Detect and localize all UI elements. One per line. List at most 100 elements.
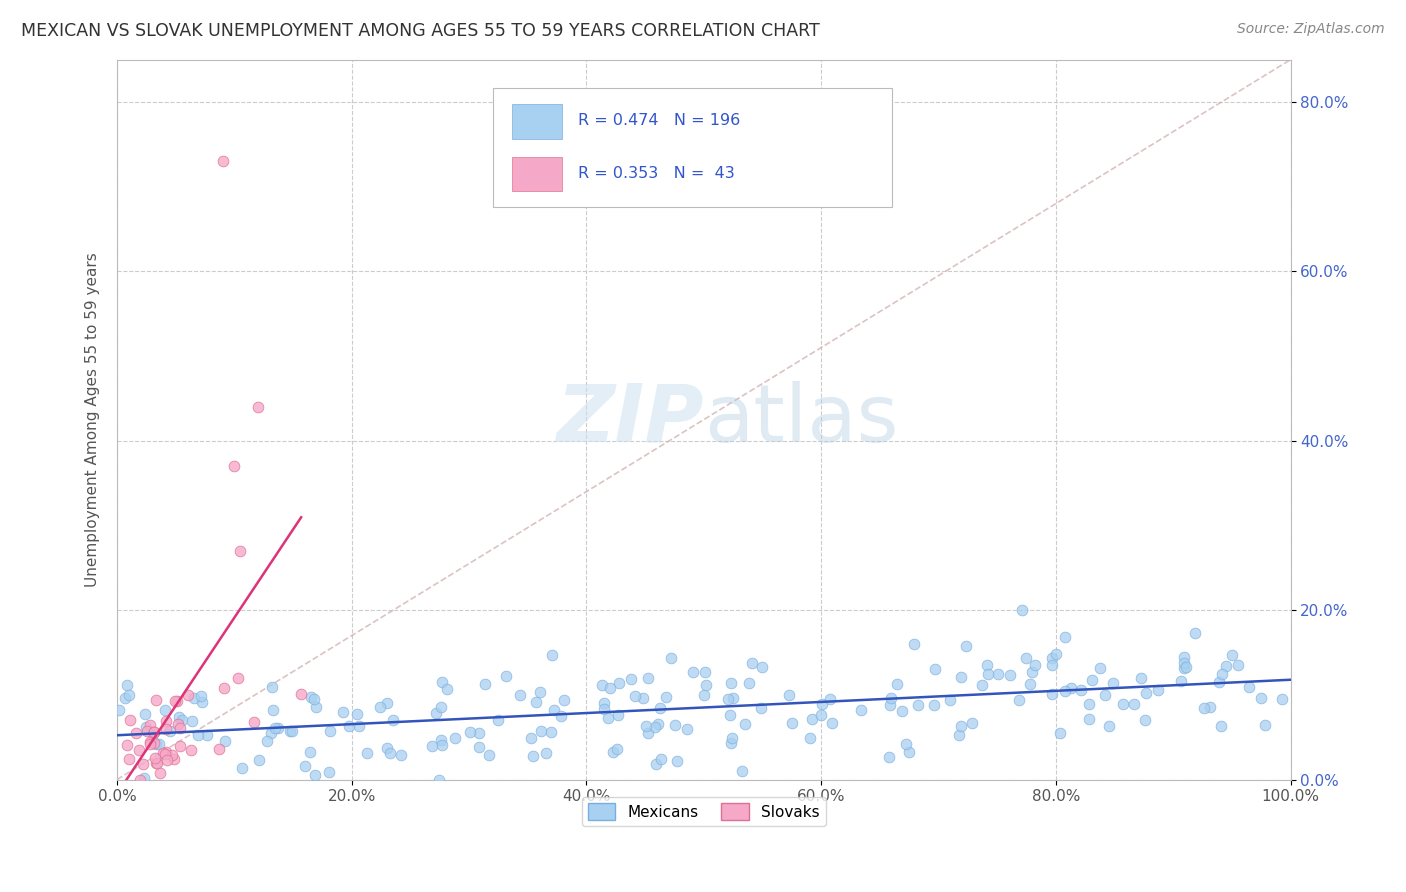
- Point: [143, 751, 166, 765]
- Point: [620, 672, 643, 686]
- Legend: Mexicans, Slovaks: Mexicans, Slovaks: [582, 797, 825, 826]
- Point: [430, 675, 453, 690]
- Point: [156, 753, 179, 767]
- Point: [378, 746, 401, 760]
- Point: [524, 695, 547, 709]
- Point: [693, 665, 716, 680]
- Point: [624, 690, 647, 704]
- Point: [780, 716, 803, 731]
- Text: MEXICAN VS SLOVAK UNEMPLOYMENT AMONG AGES 55 TO 59 YEARS CORRELATION CHART: MEXICAN VS SLOVAK UNEMPLOYMENT AMONG AGE…: [21, 22, 820, 40]
- Point: [262, 704, 284, 718]
- FancyBboxPatch shape: [512, 157, 562, 192]
- Point: [152, 746, 174, 760]
- Point: [135, 720, 157, 734]
- Point: [550, 709, 572, 723]
- Point: [799, 731, 821, 745]
- Point: [304, 692, 326, 706]
- Point: [924, 662, 946, 676]
- Point: [290, 687, 312, 701]
- Point: [135, 723, 157, 738]
- Point: [1054, 684, 1077, 698]
- Point: [1122, 698, 1144, 712]
- Point: [879, 691, 901, 706]
- Point: [810, 707, 832, 722]
- Point: [381, 713, 404, 727]
- Point: [650, 701, 672, 715]
- Point: [190, 695, 212, 709]
- Point: [721, 690, 744, 705]
- Point: [190, 690, 212, 704]
- Point: [114, 690, 136, 705]
- Point: [120, 713, 142, 727]
- Point: [955, 639, 977, 653]
- Point: [720, 676, 742, 690]
- Point: [1174, 660, 1197, 674]
- Point: [659, 651, 682, 665]
- Point: [115, 678, 138, 692]
- Point: [128, 743, 150, 757]
- Point: [166, 694, 188, 708]
- Point: [922, 698, 945, 713]
- Text: atlas: atlas: [704, 381, 898, 458]
- Point: [987, 667, 1010, 681]
- Point: [593, 696, 616, 710]
- Point: [155, 714, 177, 728]
- Point: [166, 717, 188, 731]
- Point: [1019, 676, 1042, 690]
- Point: [1147, 682, 1170, 697]
- Point: [903, 637, 925, 651]
- Text: ZIP: ZIP: [557, 381, 704, 458]
- Point: [596, 711, 619, 725]
- Point: [262, 680, 284, 694]
- Point: [229, 544, 252, 558]
- Point: [304, 768, 326, 782]
- Point: [520, 731, 543, 745]
- Point: [950, 670, 973, 684]
- Point: [299, 745, 322, 759]
- Point: [260, 726, 283, 740]
- Point: [129, 772, 152, 787]
- Point: [478, 748, 501, 763]
- Point: [522, 748, 544, 763]
- Point: [139, 718, 162, 732]
- Point: [1133, 713, 1156, 727]
- Point: [998, 667, 1021, 681]
- Point: [1170, 673, 1192, 688]
- Point: [474, 677, 496, 691]
- Point: [444, 731, 467, 745]
- Point: [134, 771, 156, 785]
- Point: [231, 761, 253, 775]
- Point: [180, 742, 202, 756]
- Point: [1081, 673, 1104, 687]
- Point: [118, 688, 141, 702]
- Point: [650, 752, 672, 766]
- Point: [1078, 697, 1101, 711]
- Point: [821, 715, 844, 730]
- Point: [1173, 661, 1195, 675]
- Point: [1094, 688, 1116, 702]
- Point: [731, 764, 754, 778]
- Point: [430, 733, 453, 747]
- Point: [427, 772, 450, 787]
- Point: [637, 671, 659, 685]
- Point: [938, 693, 960, 707]
- Point: [212, 681, 235, 696]
- Point: [264, 722, 287, 736]
- Point: [159, 724, 181, 739]
- Point: [155, 722, 177, 736]
- Point: [153, 747, 176, 761]
- Point: [721, 731, 744, 745]
- Point: [187, 728, 209, 742]
- Point: [375, 741, 398, 756]
- Point: [948, 728, 970, 742]
- Point: [458, 725, 481, 739]
- Point: [599, 681, 621, 695]
- Text: R = 0.474   N = 196: R = 0.474 N = 196: [578, 113, 741, 128]
- Point: [950, 719, 973, 733]
- Point: [591, 677, 613, 691]
- Point: [1227, 658, 1250, 673]
- Point: [346, 707, 368, 722]
- Point: [169, 710, 191, 724]
- Point: [149, 766, 172, 780]
- Point: [169, 722, 191, 736]
